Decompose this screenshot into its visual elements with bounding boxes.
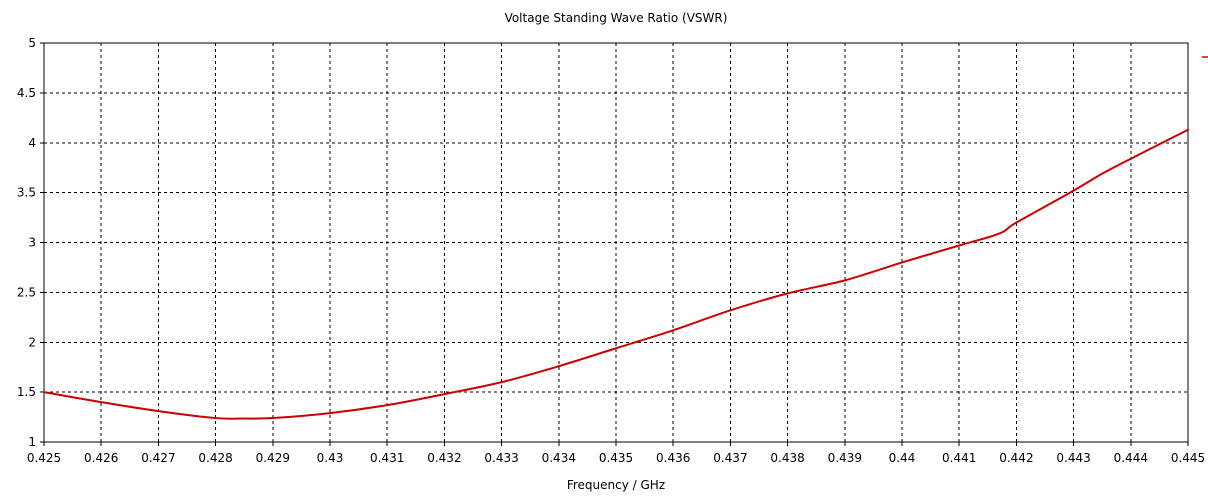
x-tick-label: 0.44 — [889, 451, 916, 465]
x-tick-label: 0.444 — [1114, 451, 1148, 465]
x-tick-label: 0.435 — [599, 451, 633, 465]
y-tick-label: 2.5 — [17, 285, 36, 299]
x-tick-label: 0.441 — [942, 451, 976, 465]
y-tick-label: 1.5 — [17, 385, 36, 399]
grid — [44, 43, 1188, 442]
x-tick-label: 0.432 — [427, 451, 461, 465]
y-tick-label: 2 — [28, 335, 36, 349]
y-tick-label: 4.5 — [17, 86, 36, 100]
vswr-series-line — [43, 128, 1189, 420]
y-tick-label: 3 — [28, 236, 36, 250]
x-tick-label: 0.434 — [542, 451, 576, 465]
x-tick-label: 0.43 — [317, 451, 344, 465]
x-tick-label: 0.442 — [999, 451, 1033, 465]
chart-title: Voltage Standing Wave Ratio (VSWR) — [505, 11, 728, 25]
x-tick-label: 0.445 — [1171, 451, 1205, 465]
y-tick-label: 1 — [28, 435, 36, 449]
y-tick-label: 4 — [28, 136, 36, 150]
series-layer — [43, 128, 1189, 420]
x-tick-label: 0.429 — [256, 451, 290, 465]
y-tick-label: 5 — [28, 36, 36, 50]
x-tick-label: 0.433 — [484, 451, 518, 465]
x-tick-label: 0.438 — [770, 451, 804, 465]
x-tick-label: 0.425 — [27, 451, 61, 465]
x-tick-label: 0.431 — [370, 451, 404, 465]
x-tick-label: 0.437 — [713, 451, 747, 465]
x-tick-label: 0.427 — [141, 451, 175, 465]
x-tick-label: 0.439 — [828, 451, 862, 465]
x-axis-label: Frequency / GHz — [567, 478, 665, 492]
x-tick-label: 0.436 — [656, 451, 690, 465]
x-tick-label: 0.428 — [198, 451, 232, 465]
y-axis-ticks: 1 1.5 2 2.5 3 3.5 4 4.5 5 — [17, 36, 44, 449]
x-tick-label: 0.443 — [1056, 451, 1090, 465]
x-tick-label: 0.426 — [84, 451, 118, 465]
y-tick-label: 3.5 — [17, 186, 36, 200]
x-axis-ticks: 0.425 0.426 0.427 0.428 0.429 0.43 0.431 0.432 0… — [27, 442, 1205, 465]
